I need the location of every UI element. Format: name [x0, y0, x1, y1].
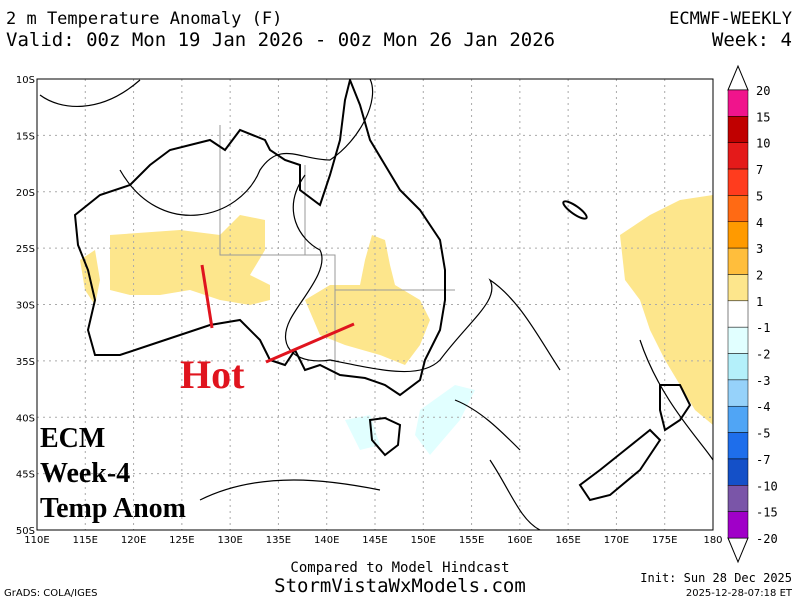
map-area: Hot ECM Week-4 Temp Anom 10S 15S 20S 25S 30S… [16, 75, 723, 546]
colorbar-label: 2 [756, 268, 763, 282]
lon-label: 155E [459, 535, 484, 546]
colorbar-swatch [727, 274, 749, 302]
colorbar-label: -2 [756, 348, 770, 362]
colorbar-swatch [727, 221, 749, 249]
lon-label: 125E [169, 535, 194, 546]
colorbar-label: -3 [756, 374, 770, 388]
week: Week: 4 [712, 29, 792, 51]
overlay-text: ECM [40, 423, 105, 454]
colorbar-label: 4 [756, 216, 763, 230]
lat-label: 40S [16, 413, 35, 424]
colorbar: 20 15 10 7 5 4 3 2 1 -1 -2 -3 -4 -5 -7 -10 -15 -20 [727, 64, 778, 564]
model: ECMWF-WEEKLY [669, 9, 792, 29]
colorbar-swatch [727, 379, 749, 407]
australia-coast [73, 79, 446, 397]
lon-label: 150E [411, 535, 436, 546]
lon-label: 145E [362, 535, 387, 546]
overlay-text: Week-4 [40, 458, 130, 489]
lon-label: 140E [314, 535, 339, 546]
grid [37, 79, 713, 530]
tasmania-coast [368, 416, 402, 457]
lon-label: 160E [507, 535, 532, 546]
footer-compared: Compared to Model Hindcast [290, 560, 509, 576]
colorbar-swatch [727, 432, 749, 460]
new-zealand-coast [578, 384, 692, 502]
colorbar-label: -4 [756, 400, 770, 414]
colorbar-swatch [727, 89, 749, 117]
overlay-text: Temp Anom [40, 493, 186, 524]
colorbar-label: -5 [756, 427, 770, 441]
colorbar-swatch [727, 247, 749, 275]
colorbar-label: -10 [756, 479, 778, 493]
colorbar-swatch [727, 116, 749, 143]
lat-label: 50S [16, 526, 35, 537]
lon-label: 120E [121, 535, 146, 546]
colorbar-swatch [727, 458, 749, 486]
lat-label: 15S [16, 131, 35, 142]
lat-label: 10S [16, 75, 35, 86]
footer-init: Init: Sun 28 Dec 2025 [640, 571, 792, 585]
colorbar-label: -15 [756, 506, 778, 520]
colorbar-swatch [727, 326, 749, 354]
colorbar-swatch [727, 168, 749, 196]
lat-label: 25S [16, 244, 35, 255]
footer-stamp: 2025-12-28-07:18 ET [686, 588, 793, 599]
zero-contour [39, 79, 713, 530]
lon-label: 115E [73, 535, 98, 546]
lon-label: 135E [266, 535, 291, 546]
map-frame [36, 78, 714, 531]
colorbar-label: 10 [756, 137, 770, 151]
colorbar-swatch [727, 300, 749, 328]
footer-site: StormVistaWxModels.com [274, 575, 526, 597]
warm-anomaly [110, 215, 270, 305]
lon-label: 130E [217, 535, 242, 546]
colorbar-label: 7 [756, 163, 763, 177]
title: 2 m Temperature Anomaly (F) [6, 9, 282, 29]
colorbar-label: 15 [756, 110, 770, 124]
colorbar-swatch [727, 485, 749, 512]
lat-label: 45S [16, 470, 35, 481]
lon-label: 110E [24, 535, 49, 546]
colorbar-swatch [727, 405, 749, 433]
lon-label: 175E [652, 535, 677, 546]
arrow [200, 264, 214, 329]
lat-label: 35S [16, 357, 35, 368]
colorbar-label: -7 [756, 453, 770, 467]
colorbar-swatch [727, 511, 749, 539]
colorbar-swatch [727, 142, 749, 170]
colorbar-label: 1 [756, 295, 763, 309]
valid: Valid: 00z Mon 19 Jan 2026 - 00z Mon 26 … [6, 29, 555, 51]
arrow [265, 322, 355, 364]
annotation: Hot [180, 352, 245, 397]
colorbar-label: -1 [756, 321, 770, 335]
colorbar-label: 20 [756, 84, 770, 98]
lon-label: 170E [604, 535, 629, 546]
colorbar-label: 5 [756, 189, 763, 203]
colorbar-label: -20 [756, 532, 778, 546]
colorbar-swatch [727, 195, 749, 223]
lat-label: 30S [16, 301, 35, 312]
new-caledonia [562, 200, 588, 220]
state-borders [219, 125, 455, 380]
lon-label: 165E [555, 535, 580, 546]
footer-grads: GrADS: COLA/IGES [4, 588, 98, 599]
colorbar-label: 3 [756, 242, 763, 256]
colorbar-swatch [727, 353, 749, 381]
lat-label: 20S [16, 188, 35, 199]
warm-anomaly [620, 195, 713, 425]
lon-label: 180 [703, 535, 722, 546]
